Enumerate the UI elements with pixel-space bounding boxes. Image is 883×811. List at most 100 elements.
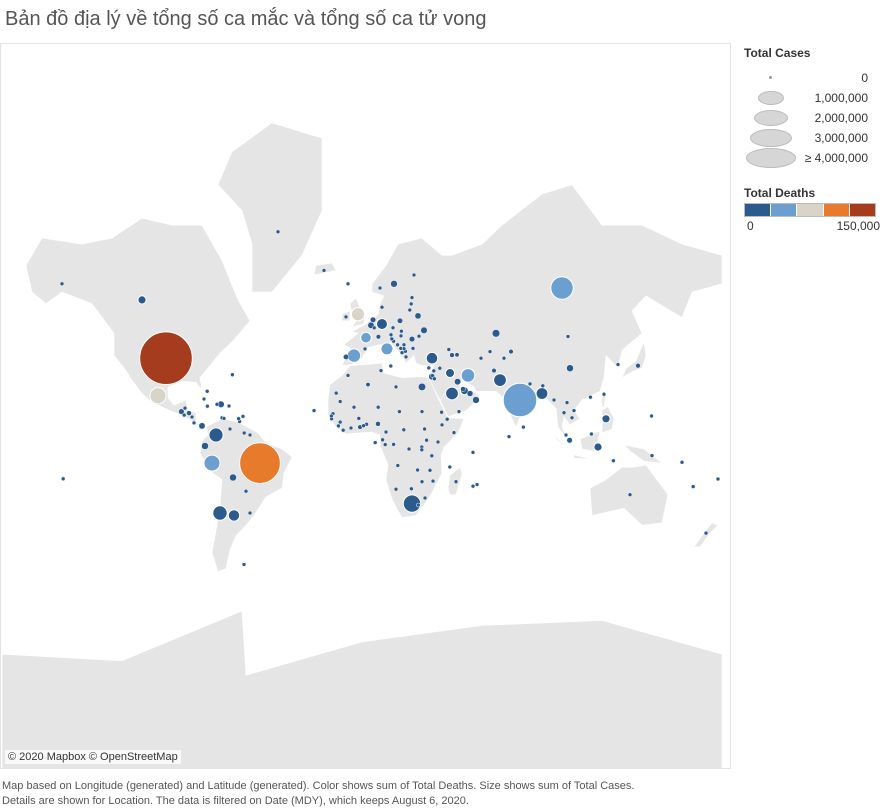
location-marker-reunion[interactable]: Reunion — [470, 483, 476, 489]
location-marker-cape-verde[interactable]: Cape Verde — [311, 408, 317, 413]
location-marker-honduras[interactable]: Honduras — [186, 410, 192, 416]
location-marker-bosnia[interactable]: Bosnia — [395, 342, 400, 348]
location-marker-indonesia[interactable]: Indonesia — [593, 442, 603, 452]
location-marker-kyrgyzstan[interactable]: Kyrgyzstan — [508, 349, 514, 355]
location-marker-guatemala[interactable]: Guatemala — [178, 408, 185, 415]
location-marker-sri-lanka[interactable]: Sri Lanka — [521, 424, 526, 430]
location-marker-latvia[interactable]: Latvia — [408, 301, 414, 307]
location-marker-czechia[interactable]: Czechia — [390, 325, 396, 331]
location-marker-mauritania[interactable]: Mauritania — [337, 399, 343, 404]
location-marker-australia[interactable]: Australia — [627, 492, 633, 497]
location-marker-finland[interactable]: Finland — [411, 272, 417, 278]
location-marker-jamaica[interactable]: Jamaica — [205, 403, 210, 409]
location-marker-sao-tome[interactable]: Sao Tome — [372, 440, 378, 445]
location-marker-car[interactable]: CAR — [401, 427, 407, 433]
location-marker-iraq[interactable]: Iraq — [445, 368, 455, 378]
location-marker-iran[interactable]: Iran — [460, 368, 476, 383]
location-marker-guinea[interactable]: Guinea — [337, 419, 343, 425]
location-marker-bahrain[interactable]: Bahrain — [460, 386, 466, 392]
location-marker-zambia[interactable]: Zambia — [415, 467, 420, 473]
location-marker-solomon-islands[interactable]: Solomon Islands — [679, 460, 685, 465]
location-marker-oman[interactable]: Oman — [472, 396, 480, 404]
location-marker-switzerland[interactable]: Switzerland — [375, 334, 381, 340]
location-marker-new-caledonia[interactable]: New Caledonia — [690, 484, 696, 489]
location-marker-syria[interactable]: Syria — [437, 365, 443, 371]
location-marker-armenia[interactable]: Armenia — [449, 352, 455, 358]
location-marker-bolivia[interactable]: Bolivia — [229, 473, 237, 482]
location-marker-germany[interactable]: Germany — [376, 318, 388, 330]
location-marker-singapore[interactable]: Singapore — [566, 437, 573, 444]
location-marker-greenland[interactable]: Greenland — [275, 229, 281, 235]
location-marker-romania[interactable]: Romania — [408, 336, 416, 343]
location-marker-malaysia[interactable]: Malaysia — [563, 432, 569, 438]
location-marker-netherlands[interactable]: Netherlands — [369, 316, 377, 323]
location-marker-mali[interactable]: Mali — [351, 404, 357, 410]
location-marker-guyana[interactable]: Guyana — [241, 430, 247, 436]
location-marker-tanzania[interactable]: Tanzania — [429, 453, 435, 459]
location-marker-sierra-leone[interactable]: Sierra Leone — [336, 423, 341, 429]
location-marker-south-sudan[interactable]: South Sudan — [422, 426, 427, 432]
location-marker-sudan[interactable]: Sudan — [419, 409, 425, 414]
location-marker-uruguay[interactable]: Uruguay — [247, 510, 253, 516]
location-marker-spain[interactable]: Spain — [346, 348, 362, 363]
location-marker-new-zealand[interactable]: New Zealand — [703, 530, 709, 536]
location-marker-brunei[interactable]: Brunei — [589, 431, 594, 437]
location-marker-somalia[interactable]: Somalia — [451, 430, 457, 435]
location-marker-france[interactable]: France — [360, 331, 372, 344]
location-marker-belize[interactable]: Belize — [182, 405, 188, 411]
location-marker-fiji[interactable]: Fiji — [715, 476, 721, 482]
location-marker-laos[interactable]: Laos — [564, 400, 570, 405]
location-marker-china[interactable]: China — [566, 364, 574, 372]
location-marker-thailand[interactable]: Thailand — [561, 410, 567, 415]
location-marker-egypt[interactable]: Egypt — [418, 382, 426, 391]
location-marker-bhutan[interactable]: Bhutan — [540, 383, 546, 389]
location-marker-jordan[interactable]: Jordan — [432, 376, 437, 381]
location-marker-cameroon[interactable]: Cameroon — [383, 429, 389, 435]
location-marker-andorra[interactable]: Andorra — [362, 346, 368, 352]
location-marker-curacao[interactable]: Curacao — [221, 416, 227, 421]
location-marker-saudi-arabia[interactable]: Saudi Arabia — [445, 386, 459, 401]
location-marker-austria[interactable]: Austria — [388, 332, 394, 338]
location-marker-malawi[interactable]: Malawi — [427, 468, 433, 473]
location-marker-namibia[interactable]: Namibia — [393, 486, 399, 492]
location-marker-burkina-faso[interactable]: Burkina Faso — [356, 416, 362, 421]
location-marker-italy[interactable]: Italy — [380, 342, 394, 356]
location-marker-ireland[interactable]: Ireland — [343, 314, 349, 320]
location-marker-ecuador[interactable]: Ecuador — [201, 442, 209, 450]
location-marker-peru[interactable]: Peru — [203, 454, 221, 472]
location-marker-lesotho[interactable]: Lesotho — [416, 502, 421, 508]
location-marker-south-africa[interactable]: South Africa — [402, 494, 422, 513]
location-marker-taiwan[interactable]: Taiwan — [601, 391, 607, 397]
location-marker-falklands[interactable]: Falklands — [241, 562, 247, 567]
location-marker-india[interactable]: India — [502, 382, 538, 418]
location-marker-georgia[interactable]: Georgia — [446, 347, 452, 352]
location-marker-ukraine[interactable]: Ukraine — [420, 326, 428, 334]
location-marker-equatorial-guinea[interactable]: Equatorial Guinea — [380, 437, 385, 443]
location-marker-uganda[interactable]: Uganda — [424, 437, 429, 443]
location-marker-nepal[interactable]: Nepal — [527, 381, 533, 387]
location-marker-estonia[interactable]: Estonia — [409, 295, 415, 300]
location-marker-united-kingdom[interactable]: United Kingdom — [350, 307, 366, 322]
location-marker-uzbekistan[interactable]: Uzbekistan — [487, 349, 493, 354]
location-marker-lebanon[interactable]: Lebanon — [431, 368, 437, 374]
location-marker-nicaragua[interactable]: Nicaragua — [189, 414, 195, 420]
location-marker-tajikistan[interactable]: Tajikistan — [501, 355, 507, 361]
location-marker-slovakia[interactable]: Slovakia — [399, 328, 404, 334]
location-marker-gabon[interactable]: Gabon — [382, 442, 388, 447]
location-marker-lithuania[interactable]: Lithuania — [407, 307, 413, 313]
location-marker-burundi[interactable]: Burundi — [419, 447, 425, 453]
location-marker-cuba[interactable]: Cuba — [201, 396, 207, 402]
location-marker-japan[interactable]: Japan — [635, 363, 641, 369]
location-marker-botswana[interactable]: Botswana — [409, 486, 414, 492]
location-marker-niger[interactable]: Niger — [375, 404, 381, 410]
location-marker-zimbabwe[interactable]: Zimbabwe — [419, 479, 425, 484]
location-marker-mongolia[interactable]: Mongolia — [565, 334, 571, 339]
location-marker-paraguay[interactable]: Paraguay — [243, 488, 249, 494]
location-marker-libya[interactable]: Libya — [393, 384, 399, 390]
location-marker-chile[interactable]: Chile — [212, 505, 228, 521]
location-marker-palestine[interactable]: Palestine — [430, 373, 435, 378]
location-marker-belarus[interactable]: Belarus — [414, 312, 422, 320]
location-marker-vietnam[interactable]: Vietnam — [571, 408, 577, 413]
map-view[interactable]: United States Brazil India Russia South Afri… — [0, 43, 731, 769]
location-marker-yemen[interactable]: Yemen — [456, 409, 462, 414]
